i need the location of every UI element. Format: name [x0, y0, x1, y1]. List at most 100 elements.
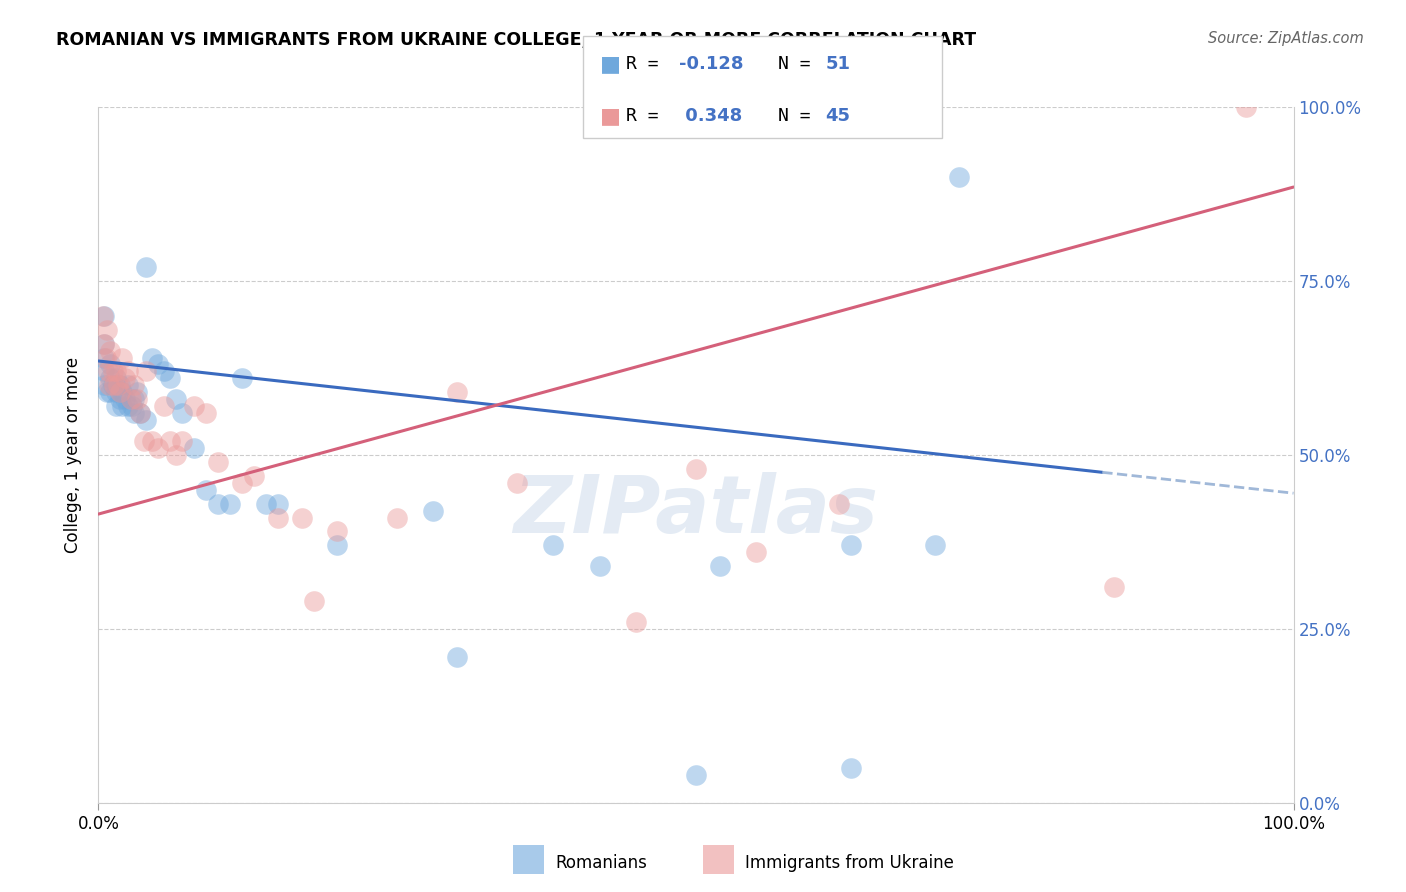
Point — [108, 392, 131, 407]
Text: -0.128: -0.128 — [679, 55, 744, 73]
Point — [96, 385, 118, 400]
Point — [159, 371, 181, 385]
Text: N =: N = — [778, 55, 821, 73]
Point — [129, 406, 152, 420]
Text: Romanians: Romanians — [555, 854, 647, 871]
Point — [291, 510, 314, 524]
Point — [148, 441, 170, 455]
Point — [114, 371, 136, 385]
Point — [111, 399, 134, 413]
Point — [1102, 580, 1125, 594]
Text: R =: R = — [626, 107, 669, 125]
Point — [194, 483, 218, 497]
Point — [117, 364, 139, 378]
Point — [93, 336, 115, 351]
Text: Source: ZipAtlas.com: Source: ZipAtlas.com — [1208, 31, 1364, 46]
Point — [135, 364, 157, 378]
Point — [172, 406, 194, 420]
Point — [93, 378, 115, 392]
Text: ■: ■ — [600, 54, 621, 74]
Text: 0.348: 0.348 — [679, 107, 742, 125]
Point — [98, 378, 121, 392]
Point — [183, 399, 205, 413]
Point — [141, 351, 163, 365]
Point — [105, 385, 128, 400]
Point — [153, 399, 176, 413]
Point — [326, 538, 349, 552]
Point — [231, 371, 253, 385]
Text: R =: R = — [626, 55, 669, 73]
Point — [98, 343, 122, 358]
Point — [709, 559, 731, 574]
Point — [385, 510, 409, 524]
Point — [120, 392, 142, 407]
Point — [93, 351, 115, 365]
Point — [135, 413, 157, 427]
Point — [422, 503, 444, 517]
Point — [94, 351, 117, 365]
Point — [98, 371, 122, 385]
Point — [111, 351, 134, 365]
Point — [267, 497, 290, 511]
Point — [841, 761, 863, 775]
Text: N =: N = — [778, 107, 821, 125]
Point — [194, 406, 218, 420]
Point — [101, 364, 124, 378]
Point — [125, 392, 148, 407]
Point — [183, 441, 205, 455]
Point — [165, 392, 187, 407]
Point — [326, 524, 349, 539]
Point — [124, 378, 146, 392]
Point — [98, 385, 122, 400]
Point — [114, 392, 136, 407]
Point — [97, 364, 120, 378]
Point — [685, 768, 707, 782]
Point — [107, 378, 129, 392]
Point — [165, 448, 187, 462]
Y-axis label: College, 1 year or more: College, 1 year or more — [65, 357, 83, 553]
Text: 51: 51 — [825, 55, 851, 73]
Point — [924, 538, 946, 552]
Point — [132, 434, 155, 448]
Point — [105, 364, 128, 378]
Point — [108, 385, 131, 400]
Point — [91, 309, 114, 323]
Text: ZIPatlas: ZIPatlas — [513, 472, 879, 549]
Point — [103, 378, 125, 392]
Point — [589, 559, 612, 574]
Point — [93, 309, 115, 323]
Point — [446, 649, 468, 664]
Point — [506, 475, 529, 490]
Point — [302, 594, 325, 608]
Text: Immigrants from Ukraine: Immigrants from Ukraine — [745, 854, 955, 871]
Point — [828, 497, 851, 511]
Point — [231, 475, 253, 490]
Point — [117, 399, 139, 413]
Point — [105, 371, 128, 385]
Text: ■: ■ — [600, 105, 621, 126]
Point — [948, 169, 970, 184]
Point — [98, 358, 122, 372]
Point — [745, 545, 768, 559]
Point — [121, 399, 143, 413]
Point — [105, 399, 128, 413]
Point — [207, 455, 229, 469]
Point — [685, 462, 707, 476]
Point — [93, 364, 115, 378]
Point — [267, 510, 290, 524]
Point — [254, 497, 277, 511]
Point — [124, 406, 146, 420]
Point — [111, 385, 134, 400]
Text: 45: 45 — [825, 107, 851, 125]
Point — [172, 434, 194, 448]
Point — [108, 378, 131, 392]
Point — [124, 392, 146, 407]
Point — [446, 385, 468, 400]
Point — [101, 378, 124, 392]
Point — [135, 260, 157, 274]
Point — [141, 434, 163, 448]
Point — [125, 385, 148, 400]
Point — [626, 615, 648, 629]
Point — [93, 336, 115, 351]
Point — [219, 497, 242, 511]
